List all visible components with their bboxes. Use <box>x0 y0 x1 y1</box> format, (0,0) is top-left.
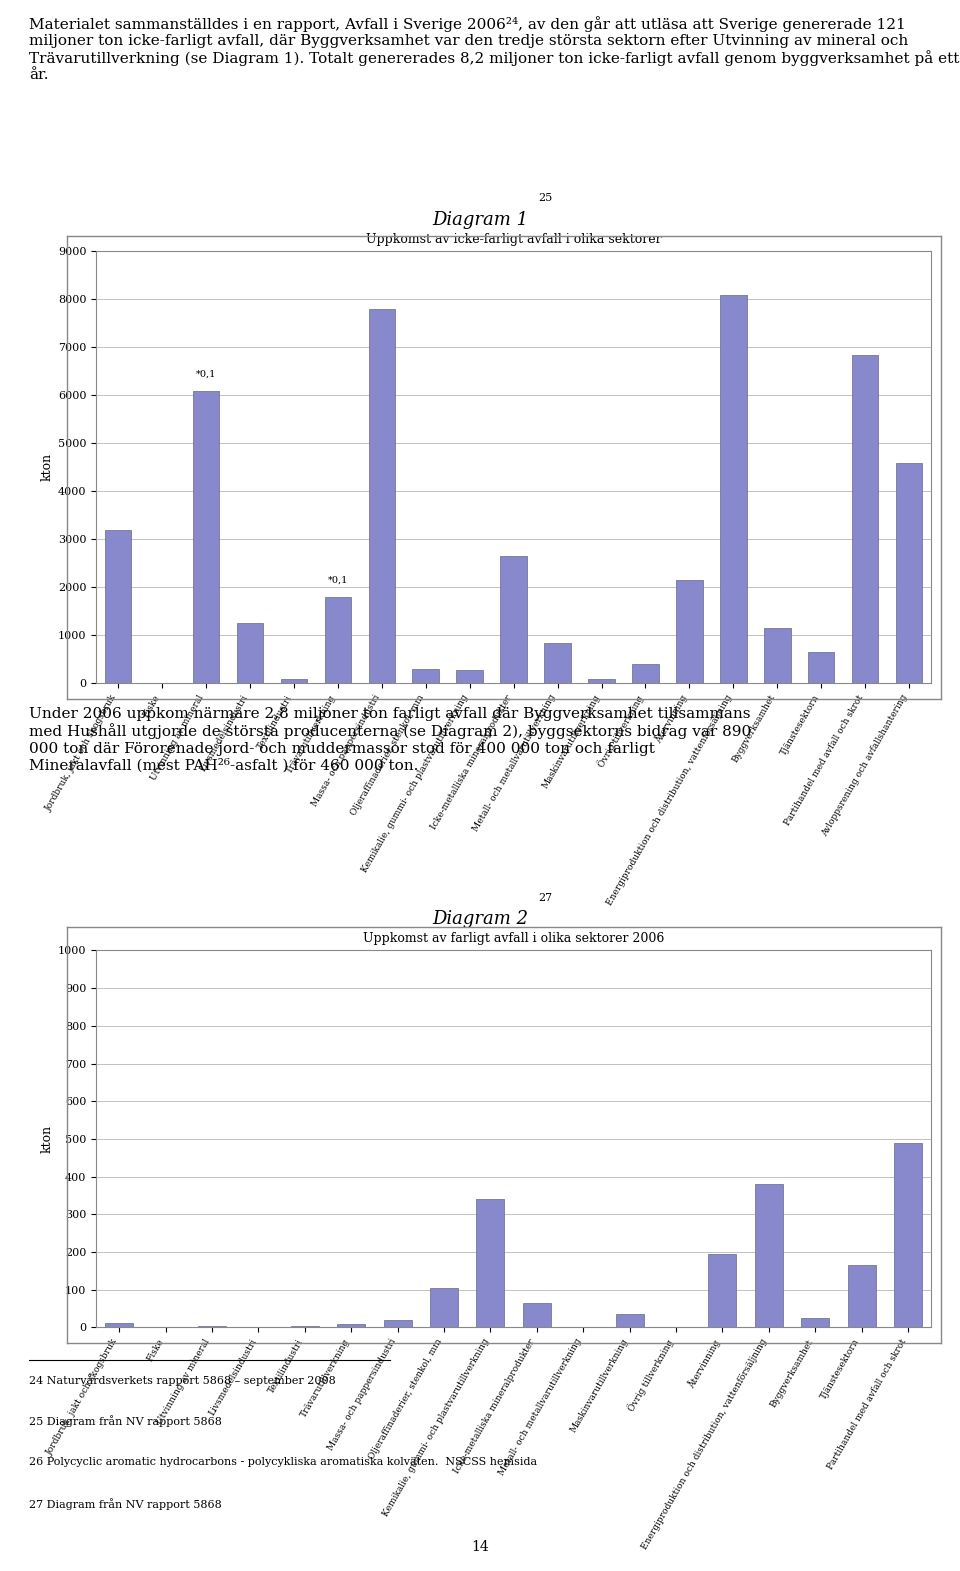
Text: 25: 25 <box>539 193 553 204</box>
Bar <box>894 1142 922 1327</box>
Text: 27 Diagram från NV rapport 5868: 27 Diagram från NV rapport 5868 <box>29 1499 222 1510</box>
Bar <box>808 652 834 683</box>
Bar <box>193 391 219 683</box>
Bar <box>500 556 527 683</box>
Bar <box>633 665 659 683</box>
Bar <box>764 628 790 683</box>
Bar <box>324 597 351 683</box>
Text: Materialet sammanställdes i en rapport, Avfall i Sverige 2006²⁴, av den går att : Materialet sammanställdes i en rapport, … <box>29 16 959 82</box>
Text: 14: 14 <box>471 1541 489 1554</box>
Bar <box>413 669 439 683</box>
Bar <box>384 1320 412 1327</box>
Bar <box>720 295 747 683</box>
Text: Diagram 1: Diagram 1 <box>432 211 528 229</box>
Bar <box>430 1288 458 1327</box>
Title: Uppkomst av icke-farligt avfall i olika sektorer: Uppkomst av icke-farligt avfall i olika … <box>366 233 661 247</box>
Bar <box>476 1199 504 1327</box>
Bar <box>588 679 614 683</box>
Text: 24 Naturvårdsverkets rapport 5868 – september 2008: 24 Naturvårdsverkets rapport 5868 – sept… <box>29 1373 336 1386</box>
Bar <box>291 1326 319 1327</box>
Bar <box>237 624 263 683</box>
Bar <box>676 580 703 683</box>
Bar <box>896 462 923 683</box>
Bar <box>708 1254 736 1327</box>
Bar <box>456 671 483 683</box>
Text: Diagram 2: Diagram 2 <box>432 910 528 928</box>
Bar <box>615 1315 643 1327</box>
Bar <box>848 1265 876 1327</box>
Bar <box>106 1323 133 1327</box>
Bar <box>544 643 571 683</box>
Bar <box>369 309 395 683</box>
Text: 27: 27 <box>539 892 553 902</box>
Bar <box>755 1185 782 1327</box>
Bar <box>802 1318 829 1327</box>
Y-axis label: kton: kton <box>40 454 54 481</box>
Title: Uppkomst av farligt avfall i olika sektorer 2006: Uppkomst av farligt avfall i olika sekto… <box>363 932 664 946</box>
Text: Under 2006 uppkom närmare 2,8 miljoner ton farligt avfall där Byggverksamhet til: Under 2006 uppkom närmare 2,8 miljoner t… <box>29 707 751 773</box>
Text: *0,1: *0,1 <box>327 577 348 584</box>
Bar <box>105 529 132 683</box>
Bar <box>280 679 307 683</box>
Text: 25 Diagram från NV rapport 5868: 25 Diagram från NV rapport 5868 <box>29 1415 222 1426</box>
Y-axis label: kton: kton <box>40 1125 54 1153</box>
Text: *0,1: *0,1 <box>196 369 216 379</box>
Bar <box>337 1324 365 1327</box>
Bar <box>523 1302 551 1327</box>
Bar <box>852 355 878 683</box>
Text: 26 Polycyclic aromatic hydrocarbons - polycykliska aromatiska kolväten.  NSCSS h: 26 Polycyclic aromatic hydrocarbons - po… <box>29 1456 537 1467</box>
